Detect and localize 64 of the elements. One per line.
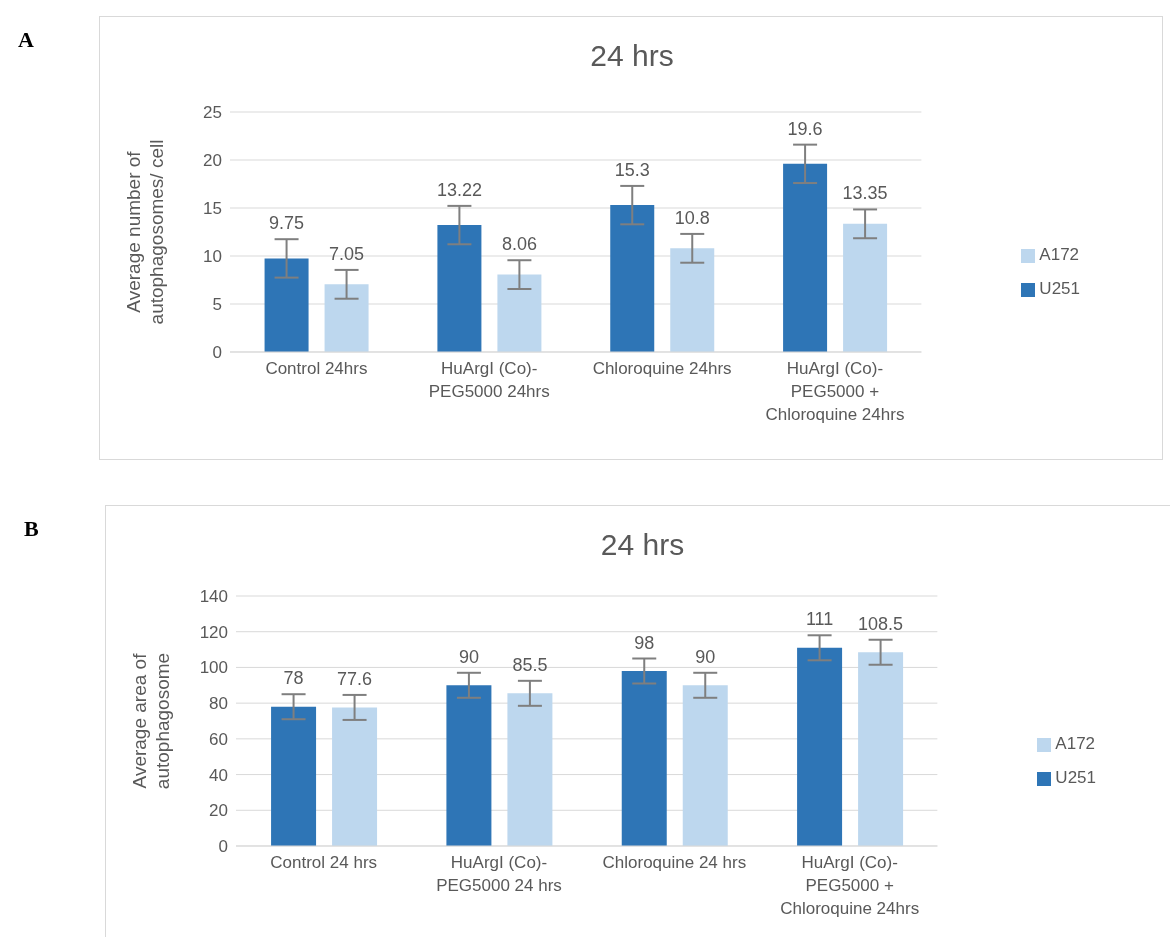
y-tick-label: 80 [209, 694, 228, 714]
data-label: 108.5 [858, 613, 904, 634]
y-tick-label: 100 [199, 658, 228, 678]
legend-label: A172 [1039, 245, 1080, 264]
y-axis-title: Average number of autophagosomes/ cell [122, 139, 168, 325]
bar [507, 693, 553, 846]
legend-label: U251 [1039, 279, 1080, 298]
y-axis-title: Average area of autophagosome [128, 652, 174, 790]
x-tick-label: Chloroquine 24hrs [592, 359, 732, 378]
x-tick-label: HuArgI (Co)-PEG5000 + Chloroquine 24hrs [780, 853, 920, 918]
y-tick-label: 140 [199, 587, 228, 607]
bar [324, 284, 369, 352]
data-label: 8.06 [501, 234, 537, 255]
y-tick-label: 5 [212, 295, 222, 315]
bar [858, 652, 904, 846]
y-tick-label: 120 [199, 622, 228, 642]
y-tick-label: 20 [203, 151, 222, 171]
data-label: 7.05 [329, 243, 365, 264]
y-tick-label: 0 [218, 837, 228, 857]
y-tick-label: 0 [212, 343, 222, 363]
legend-label: A172 [1055, 734, 1096, 753]
data-label: 9.75 [269, 213, 305, 234]
bar [264, 258, 309, 352]
bar [797, 647, 843, 846]
text: A [18, 27, 34, 53]
data-label: 15.3 [614, 159, 650, 180]
bar [670, 248, 715, 352]
x-tick-label: Control 24hrs [265, 359, 368, 378]
data-label: 90 [695, 646, 716, 667]
data-label: 13.35 [842, 183, 888, 204]
data-label: 98 [634, 632, 655, 653]
legend-label: U251 [1055, 768, 1096, 787]
x-tick-label: HuArgI (Co)-PEG5000 24 hrs [436, 853, 562, 895]
bar [682, 685, 728, 846]
bar [332, 707, 378, 846]
bar [621, 671, 667, 846]
y-tick-label: 25 [203, 103, 222, 123]
y-tick-label: 10 [203, 247, 222, 267]
data-label: 13.22 [436, 179, 482, 200]
bar [843, 223, 888, 352]
x-tick-label: Control 24 hrs [270, 853, 378, 872]
data-label: 85.5 [512, 654, 548, 675]
chart-title: 24 hrs [599, 528, 686, 562]
bar [271, 706, 317, 846]
y-tick-label: 15 [203, 199, 222, 219]
bar [497, 274, 542, 352]
text: B [24, 516, 39, 542]
y-tick-label: 40 [209, 765, 228, 785]
y-tick-label: 20 [209, 801, 228, 821]
data-label: 77.6 [337, 668, 373, 689]
bar [437, 225, 482, 352]
data-label: 19.6 [787, 118, 823, 139]
bar [783, 163, 828, 352]
data-label: 10.8 [674, 207, 710, 228]
x-tick-label: HuArgI (Co)-PEG5000 + Chloroquine 24hrs [765, 359, 905, 424]
x-tick-label: HuArgI (Co)-PEG5000 24hrs [428, 359, 550, 401]
data-label: 111 [805, 609, 834, 630]
chart-title: 24 hrs [589, 39, 675, 73]
data-label: 78 [283, 668, 304, 689]
bar [610, 205, 655, 352]
data-label: 90 [458, 646, 479, 667]
y-tick-label: 60 [209, 729, 228, 749]
bar [446, 685, 492, 846]
x-tick-label: Chloroquine 24 hrs [602, 853, 747, 872]
